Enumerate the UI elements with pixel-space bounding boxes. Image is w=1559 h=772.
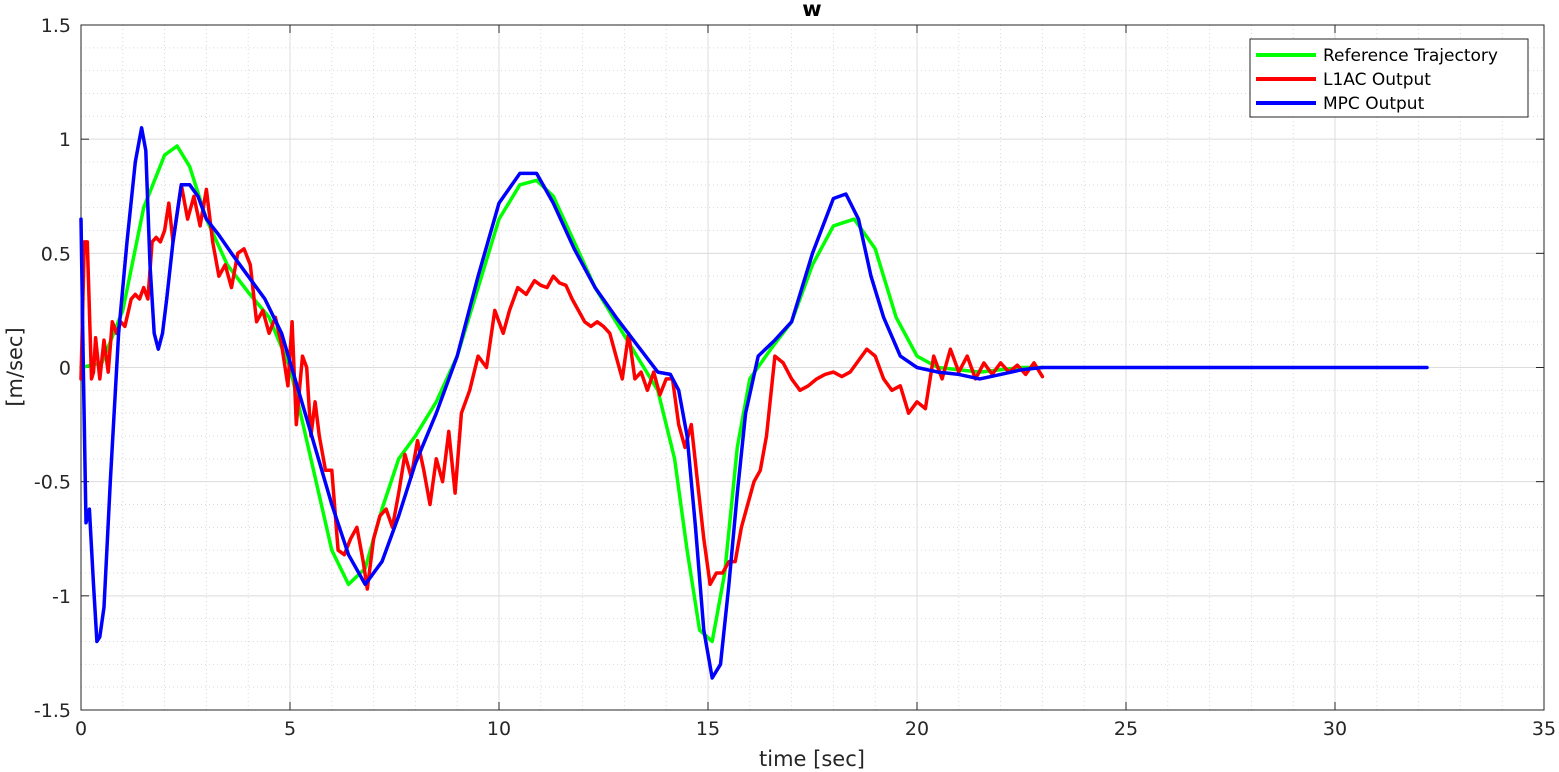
x-tick-labels: 0 5 10 15 20 25 30 35 [75, 718, 1556, 740]
x-tick-label: 0 [75, 718, 87, 740]
l1ac-output-line [79, 183, 1045, 591]
y-tick-label: 1 [59, 129, 71, 151]
x-tick-label: 5 [284, 718, 296, 740]
legend-label-l1ac: L1AC Output [1323, 70, 1431, 90]
x-tick-label: 30 [1323, 718, 1347, 740]
x-axis-label: time [sec] [759, 747, 865, 771]
y-tick-label: -1 [52, 586, 71, 608]
series-lines [79, 126, 1429, 680]
y-tick-label: -1.5 [34, 700, 71, 722]
chart-title: w [802, 0, 821, 21]
legend-label-mpc: MPC Output [1323, 94, 1425, 114]
x-tick-label: 10 [487, 718, 511, 740]
y-tick-label: 0.5 [41, 243, 71, 265]
mpc-output-line [79, 126, 1429, 680]
y-tick-label: -0.5 [34, 472, 71, 494]
x-tick-label: 25 [1114, 718, 1138, 740]
legend: Reference Trajectory L1AC Output MPC Out… [1249, 38, 1529, 118]
y-axis-label: [m/sec] [3, 327, 27, 406]
x-tick-label: 35 [1532, 718, 1556, 740]
reference-trajectory-line [79, 144, 1045, 644]
x-tick-label: 15 [696, 718, 720, 740]
y-tick-label: 0 [59, 358, 71, 380]
y-tick-label: 1.5 [41, 15, 71, 37]
x-tick-label: 20 [905, 718, 929, 740]
y-tick-labels: -1.5 -1 -0.5 0 0.5 1 1.5 [34, 15, 71, 722]
legend-label-reference: Reference Trajectory [1323, 46, 1498, 66]
